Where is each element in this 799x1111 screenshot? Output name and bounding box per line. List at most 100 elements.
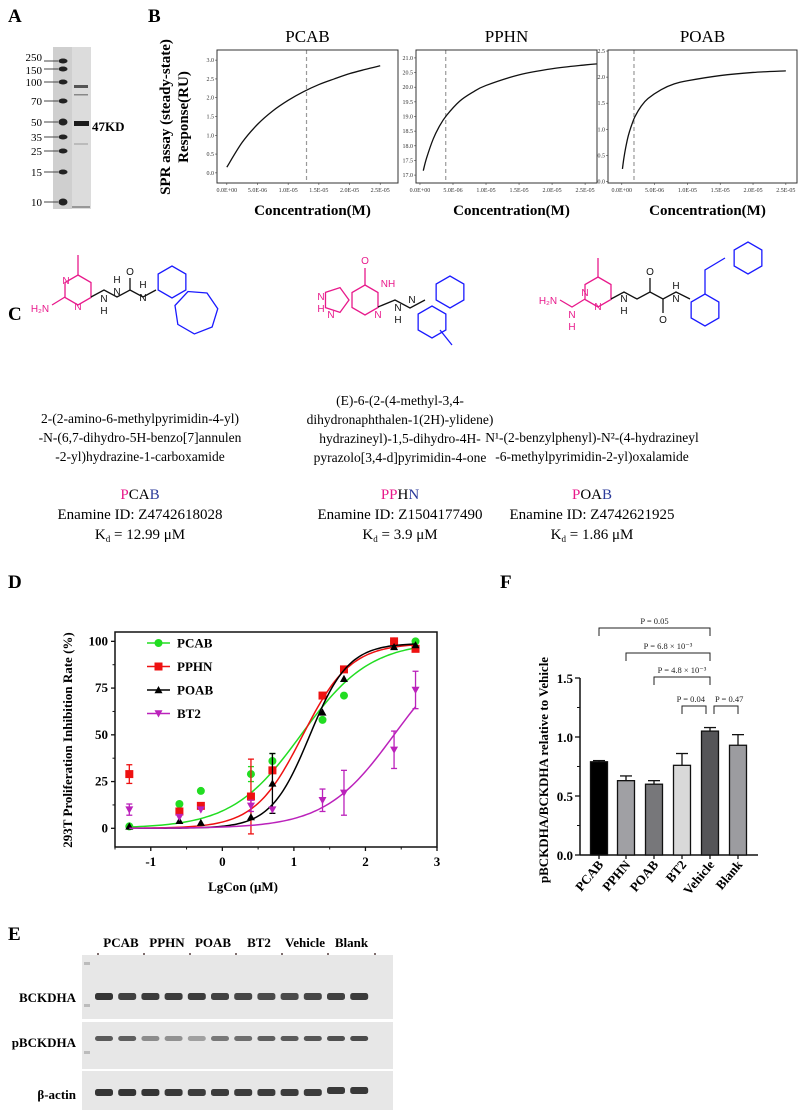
bar bbox=[616, 780, 636, 856]
data-point bbox=[411, 644, 420, 653]
ladder-mark bbox=[84, 1004, 90, 1007]
kd-number: = 3.9 μM bbox=[378, 527, 438, 543]
p-value-label: P = 0.05 bbox=[640, 616, 668, 626]
compound-iupac-name: -6-methylpyrimidin-2-yl)oxalamide bbox=[495, 449, 688, 464]
bracket-line bbox=[713, 705, 739, 714]
enamine-id: Enamine ID: Z1504177490 bbox=[318, 507, 483, 523]
marker-label: 150 bbox=[26, 65, 43, 77]
plot-frame bbox=[607, 49, 798, 184]
x-tick-label: 3 bbox=[434, 854, 441, 869]
series-bt2: BT2 bbox=[125, 670, 420, 829]
kd-subscript: d bbox=[373, 534, 378, 544]
protein-band bbox=[234, 993, 253, 1000]
y-tick-label: 3.0 bbox=[207, 58, 215, 64]
data-point bbox=[318, 691, 327, 700]
data-point bbox=[196, 801, 205, 810]
code-part: B bbox=[150, 487, 160, 503]
marker-label: 25 bbox=[31, 146, 43, 158]
protein-band bbox=[303, 993, 322, 1000]
code-part: CA bbox=[129, 487, 150, 503]
marker-band bbox=[58, 148, 68, 154]
protein-band bbox=[327, 1087, 345, 1094]
x-tick-label: 2.5E-05 bbox=[576, 188, 595, 194]
legend-marker bbox=[154, 662, 163, 671]
atom-label: N bbox=[327, 310, 334, 321]
legend-label: POAB bbox=[177, 683, 213, 698]
data-point bbox=[411, 686, 420, 694]
dose-response-chart: 0 25 50 75 100 -1 0 1 2 3 LgCon (μM) 293T Prolifera… bbox=[60, 631, 441, 894]
blot-panel-pbckdha bbox=[82, 1022, 393, 1069]
p-value-label: P = 0.47 bbox=[715, 694, 743, 704]
western-blot: PCAB PPHN POAB BT2 Vehicle Blank BCKDHA pBCKDHA… bbox=[12, 935, 393, 1110]
atom-label: N bbox=[317, 292, 324, 303]
significance-bracket: P = 6.8 × 10⁻³ bbox=[625, 641, 711, 661]
data-point bbox=[411, 641, 420, 649]
kd-symbol: K bbox=[551, 527, 562, 543]
protein-band bbox=[95, 1089, 113, 1096]
ring bbox=[157, 265, 187, 299]
y-tick-label: 21.0 bbox=[403, 56, 414, 62]
protein-band bbox=[327, 1036, 345, 1041]
atom-label: H bbox=[113, 275, 120, 286]
y-tick-label: 17.5 bbox=[403, 158, 414, 164]
x-tick-label: 2.5E-05 bbox=[776, 188, 795, 194]
code-part: PP bbox=[381, 487, 398, 503]
compound-iupac-name: N¹-(2-benzylphenyl)-N²-(4-hydrazineyl bbox=[485, 430, 699, 445]
compound-iupac-name: -2-yl)hydrazine-1-carboxamide bbox=[55, 449, 224, 464]
x-tick-label: 1.0E-05 bbox=[678, 188, 697, 194]
atom-label: H bbox=[394, 315, 401, 326]
plot-frame bbox=[415, 49, 598, 184]
lane-group-label: POAB bbox=[195, 935, 231, 950]
significance-bracket: P = 4.8 × 10⁻³ bbox=[653, 665, 711, 685]
p-value-label: P = 4.8 × 10⁻³ bbox=[658, 665, 707, 675]
kd-subscript: d bbox=[562, 534, 567, 544]
marker-band bbox=[58, 66, 68, 72]
marker-label: 15 bbox=[31, 167, 43, 179]
x-tick-label: 2.0E-05 bbox=[542, 188, 561, 194]
panel-label-f: F bbox=[500, 572, 512, 593]
data-point bbox=[318, 708, 327, 716]
target-band bbox=[74, 121, 89, 126]
ring bbox=[174, 290, 219, 335]
data-point bbox=[268, 806, 277, 814]
protein-band bbox=[187, 993, 206, 1000]
data-point bbox=[268, 779, 277, 787]
x-tick-label: 1.5E-05 bbox=[309, 188, 328, 194]
data-point bbox=[125, 806, 134, 814]
bracket-line bbox=[598, 627, 711, 636]
marker-band bbox=[58, 79, 68, 85]
marker-label: 35 bbox=[31, 132, 43, 144]
code-part: P bbox=[120, 487, 128, 503]
bond bbox=[377, 299, 426, 309]
panel-label-c: C bbox=[8, 304, 22, 325]
panel-label-b: B bbox=[148, 6, 161, 27]
x-tick-label: 0.0E+00 bbox=[217, 188, 238, 194]
enamine-id: Enamine ID: Z4742618028 bbox=[58, 507, 223, 523]
protein-band bbox=[280, 1036, 299, 1041]
ladder-mark bbox=[84, 962, 90, 965]
protein-band bbox=[187, 1036, 206, 1041]
atom-label: N bbox=[581, 288, 588, 299]
data-point bbox=[318, 797, 327, 805]
band bbox=[74, 85, 88, 88]
marker-label: 100 bbox=[26, 77, 43, 89]
data-point bbox=[125, 770, 134, 779]
panel-label-a: A bbox=[8, 6, 22, 27]
atom-label: N bbox=[620, 294, 627, 305]
protein-band bbox=[234, 1089, 253, 1096]
protein-band bbox=[141, 993, 160, 1000]
x-tick-label: Blank bbox=[712, 857, 745, 893]
code-part: H bbox=[398, 487, 409, 503]
kd-number: = 12.99 μM bbox=[110, 527, 185, 543]
y-tick-label: 2.5 bbox=[207, 77, 215, 83]
protein-band bbox=[141, 1089, 160, 1096]
x-tick-label: 0.0E+00 bbox=[612, 188, 633, 194]
protein-band bbox=[327, 993, 345, 1000]
gel-sample-lane bbox=[72, 47, 91, 209]
binding-curve bbox=[422, 63, 597, 171]
x-tick-label: POAB bbox=[627, 857, 662, 895]
compound-code: PCAB bbox=[120, 487, 159, 503]
legend-label: PCAB bbox=[177, 636, 213, 651]
panel-label-d: D bbox=[8, 572, 22, 593]
